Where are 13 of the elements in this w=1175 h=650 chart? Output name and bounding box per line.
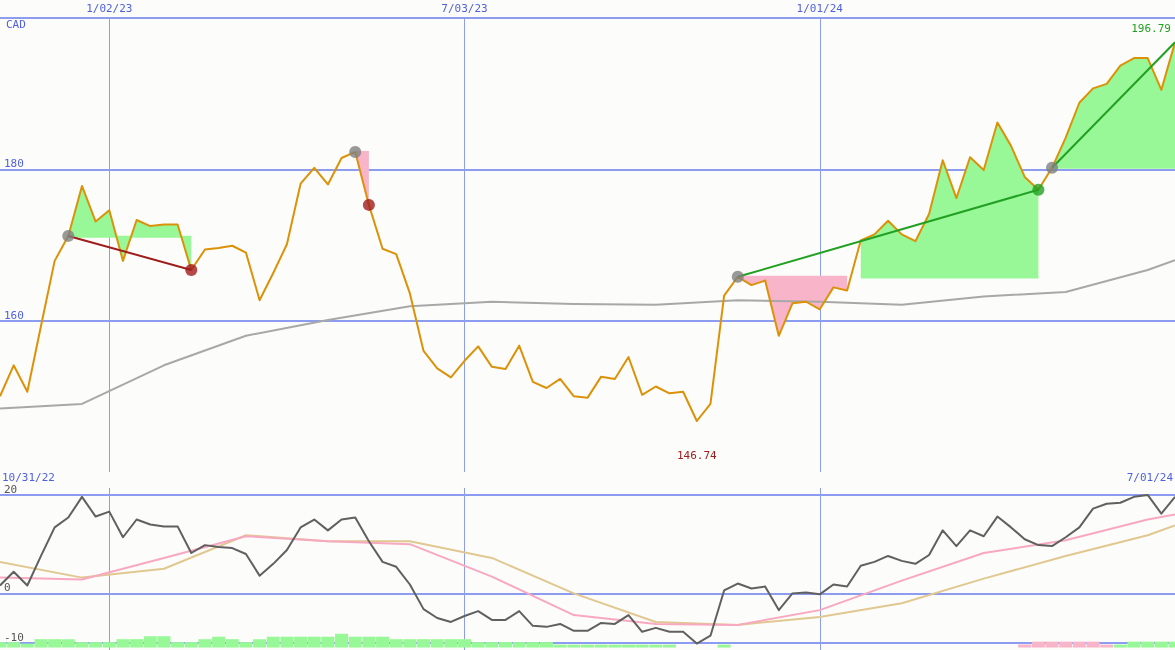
annotation: 10/31/22: [2, 471, 55, 484]
x-tick-label: 7/03/23: [441, 2, 488, 15]
y-axis-title: CAD: [6, 18, 26, 31]
y-tick-label: 180: [4, 157, 24, 171]
annotation: 196.79: [1131, 22, 1171, 36]
annotation: 7/01/24: [1126, 471, 1174, 484]
y-tick-label: 0: [4, 581, 11, 595]
y-tick-label: 20: [4, 482, 18, 496]
annotation: 146.74: [676, 449, 718, 462]
x-tick-label: 1/02/23: [86, 2, 133, 15]
x-tick-label: 1/01/24: [796, 2, 844, 15]
y-tick-label: -10: [4, 630, 24, 644]
y-tick-label: 160: [4, 308, 24, 322]
